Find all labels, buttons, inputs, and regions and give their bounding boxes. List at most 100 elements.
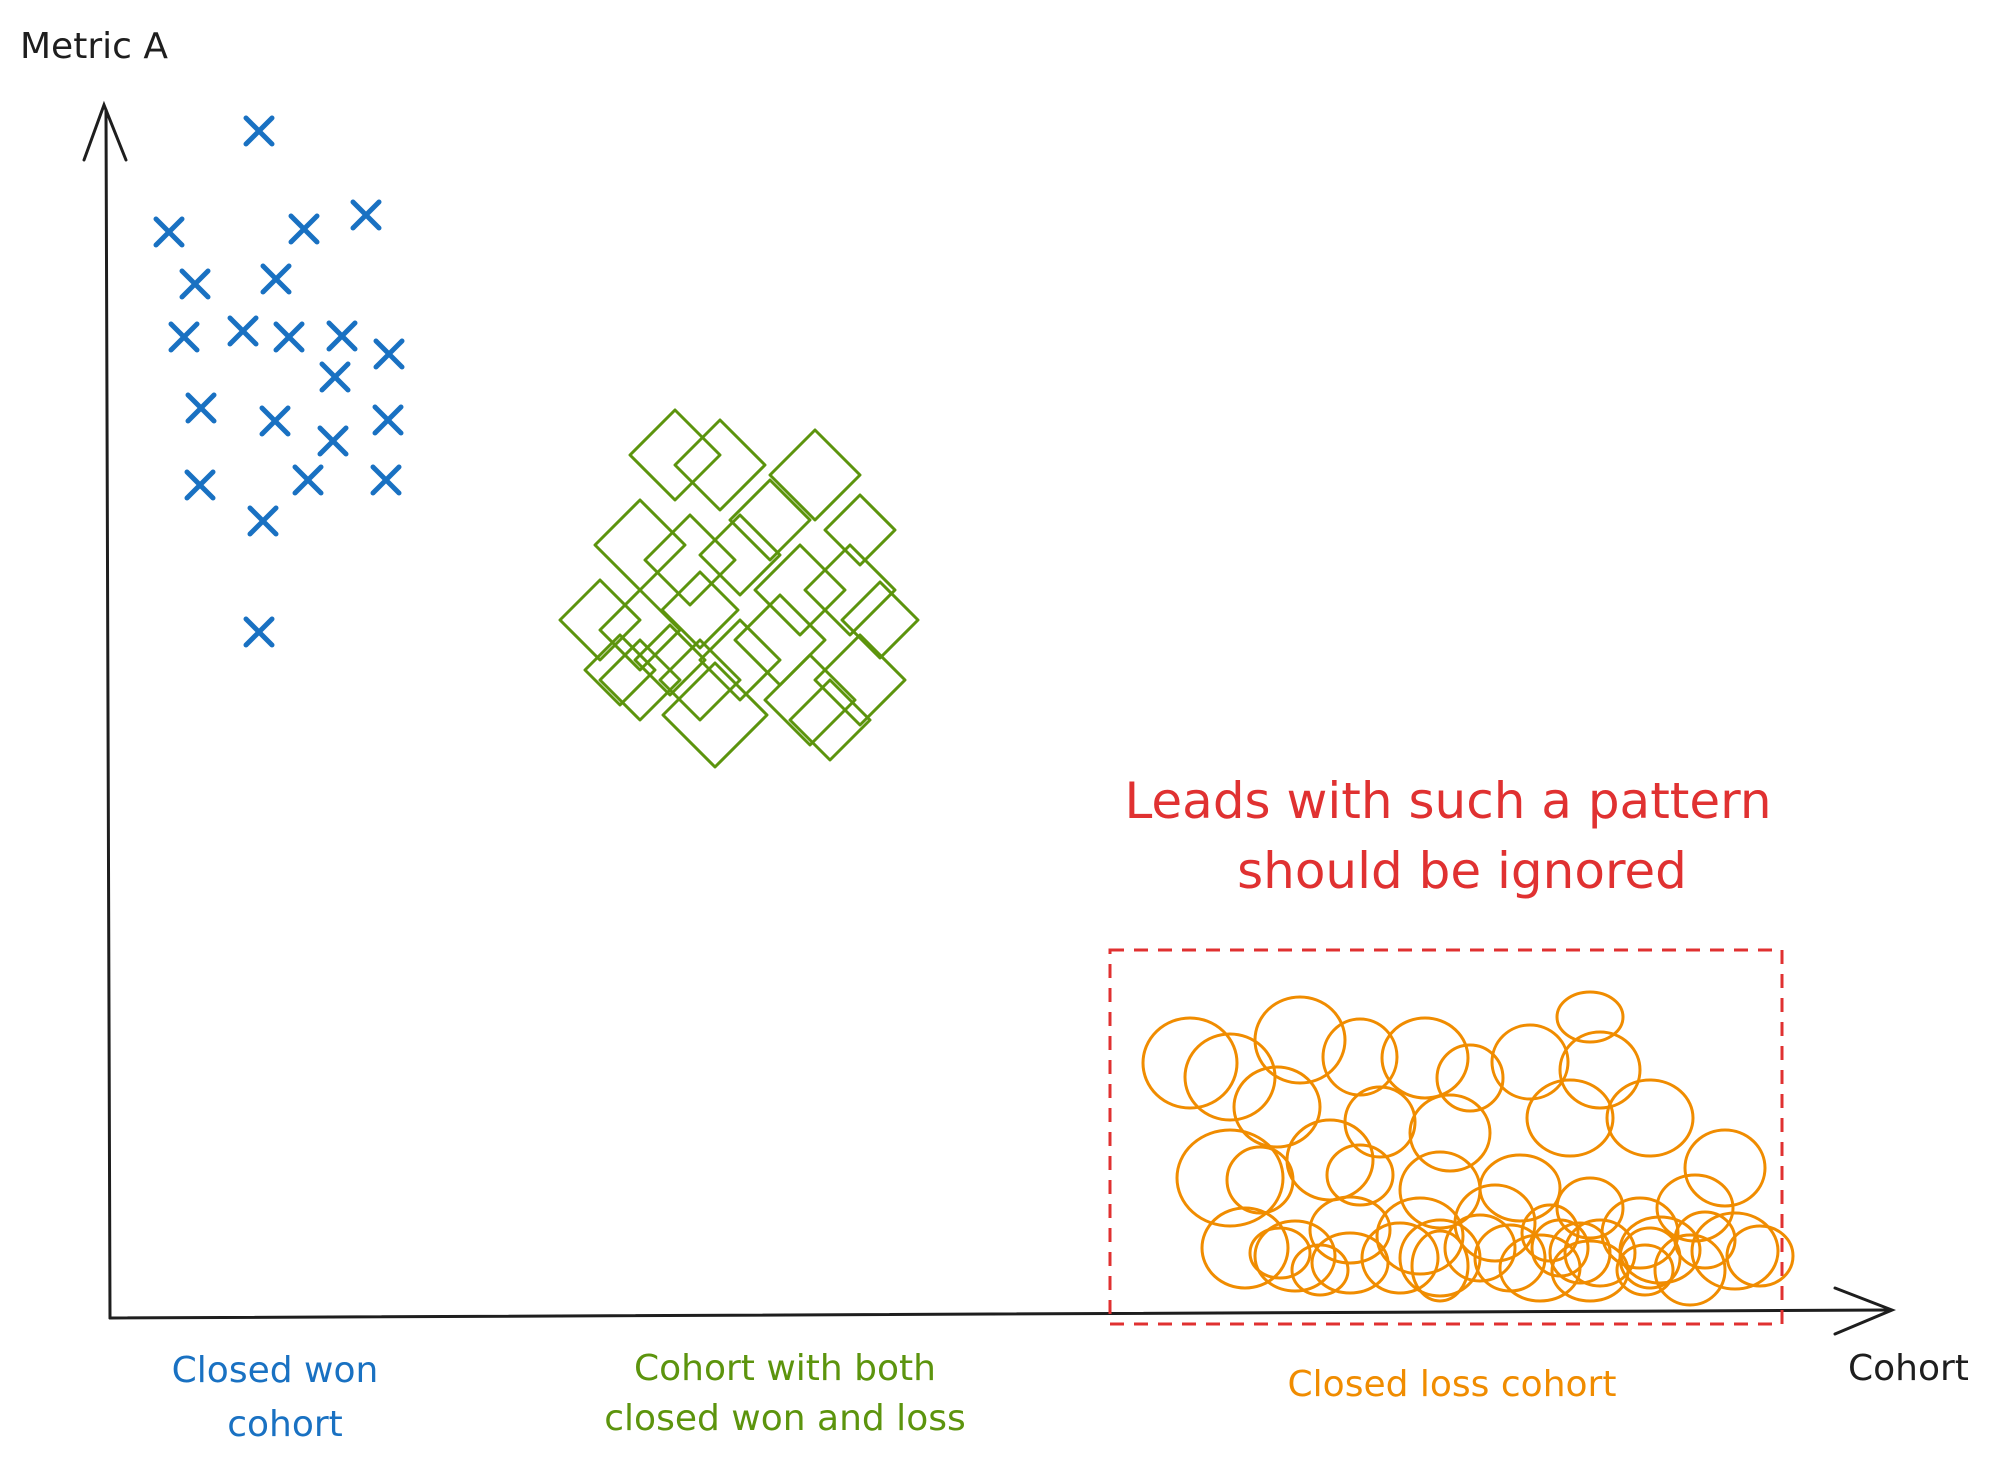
x-axis-line — [108, 1308, 1892, 1320]
circle-marker — [1683, 1128, 1767, 1208]
circle-marker — [1555, 1176, 1625, 1240]
circle-marker — [1653, 1233, 1727, 1307]
ignore-note-line1: Leads with such a pattern — [1124, 772, 1771, 830]
circle-marker — [1600, 1196, 1680, 1270]
mixed-cohort-label-line2: closed won and loss — [604, 1398, 965, 1439]
circle-marker — [1690, 1211, 1780, 1291]
circle-marker — [1360, 1221, 1440, 1295]
circle-marker — [1563, 1218, 1637, 1288]
closed-loss-cluster — [1141, 990, 1795, 1307]
circle-marker — [1290, 1243, 1350, 1297]
x-marker — [259, 405, 291, 437]
diamond-marker — [698, 618, 782, 702]
diamond-marker — [660, 570, 740, 650]
circle-marker — [1325, 1143, 1395, 1207]
x-marker — [184, 469, 216, 501]
closed-loss-label: Closed loss cohort — [1288, 1364, 1617, 1405]
x-marker — [292, 464, 324, 496]
x-marker — [326, 320, 358, 352]
circle-marker — [1380, 1016, 1470, 1100]
circle-marker — [1398, 1218, 1482, 1298]
diamond-marker — [593, 498, 687, 592]
diamond-marker — [598, 638, 682, 722]
circle-marker — [1725, 1224, 1795, 1288]
circle-marker — [1490, 1023, 1570, 1101]
circle-marker — [1253, 1219, 1337, 1293]
diamond-marker — [823, 493, 897, 567]
y-axis — [82, 100, 128, 1320]
circle-marker — [1375, 1196, 1465, 1276]
y-axis-arrowhead — [82, 100, 128, 162]
diamond-marker — [633, 623, 707, 697]
ignore-region-box — [1108, 948, 1784, 1326]
circle-marker — [1443, 1213, 1517, 1283]
diamond-marker — [788, 678, 872, 762]
x-marker — [370, 464, 402, 496]
diamond-marker — [658, 638, 742, 722]
diamond-marker — [733, 593, 827, 687]
circle-marker — [1498, 1233, 1582, 1303]
diamond-marker — [803, 543, 897, 637]
mixed-cohort-label-line1: Cohort with both — [634, 1348, 936, 1389]
circle-marker — [1183, 1032, 1277, 1122]
circle-marker — [1555, 990, 1625, 1044]
x-marker — [372, 404, 404, 436]
x-axis-label: Cohort — [1848, 1348, 1969, 1389]
circle-marker — [1232, 1065, 1322, 1149]
circle-marker — [1200, 1206, 1290, 1290]
diamond-marker — [728, 478, 812, 562]
x-marker — [247, 505, 279, 537]
circle-marker — [1310, 1231, 1390, 1295]
diamond-marker — [583, 633, 657, 707]
circle-marker — [1655, 1173, 1735, 1243]
circle-marker — [1530, 1218, 1590, 1278]
diamond-marker — [643, 513, 737, 607]
x-marker — [168, 321, 200, 353]
diamond-marker — [813, 633, 907, 727]
circle-marker — [1605, 1078, 1695, 1158]
circle-marker — [1435, 1043, 1505, 1113]
circle-marker — [1525, 1078, 1615, 1158]
x-marker — [373, 338, 405, 370]
mixed-cohort-cluster — [558, 408, 920, 769]
ignore-note-line2: should be ignored — [1237, 842, 1687, 900]
diamond-marker — [698, 513, 782, 597]
diamond-marker — [628, 408, 722, 502]
y-axis-label: Metric A — [20, 26, 168, 67]
x-marker — [227, 315, 259, 347]
closed-won-label-line2: cohort — [227, 1404, 343, 1445]
circle-marker — [1175, 1128, 1285, 1228]
x-marker — [153, 216, 185, 248]
diamond-marker — [763, 653, 857, 747]
circle-marker — [1615, 1243, 1675, 1297]
diamond-marker — [840, 580, 920, 660]
y-axis-line — [104, 108, 112, 1320]
circle-marker — [1308, 1195, 1392, 1265]
x-marker — [179, 268, 211, 300]
diamond-marker — [661, 661, 769, 769]
diamond-marker — [768, 428, 862, 522]
diamond-marker — [753, 543, 847, 637]
x-marker — [319, 361, 351, 393]
x-marker — [288, 213, 320, 245]
circle-marker — [1248, 1226, 1312, 1280]
x-marker — [260, 263, 292, 295]
circle-marker — [1558, 1030, 1642, 1110]
x-marker — [243, 115, 275, 147]
circle-marker — [1141, 1016, 1239, 1110]
closed-won-label-line1: Closed won — [172, 1350, 379, 1391]
x-marker — [350, 199, 382, 231]
circle-marker — [1321, 1017, 1399, 1097]
x-marker — [243, 616, 275, 648]
diamond-marker — [558, 578, 642, 662]
x-axis — [108, 1286, 1897, 1336]
circle-marker — [1408, 1093, 1492, 1173]
x-marker — [185, 392, 217, 424]
x-axis-arrowhead — [1833, 1286, 1897, 1336]
x-marker — [273, 321, 305, 353]
diamond-marker — [673, 418, 767, 512]
closed-won-cluster — [153, 115, 405, 648]
circle-marker — [1410, 1229, 1470, 1303]
x-marker — [317, 425, 349, 457]
